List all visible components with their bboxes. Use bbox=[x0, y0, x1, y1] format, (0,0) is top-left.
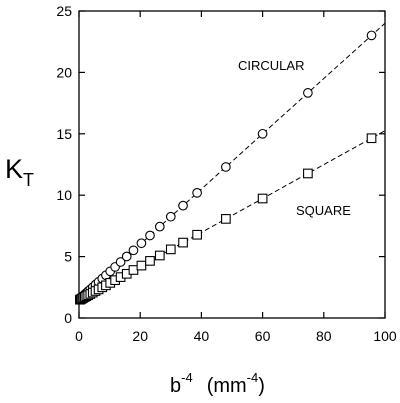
data-point-square bbox=[366, 133, 377, 144]
data-point-square bbox=[136, 260, 147, 271]
y-tick-label: 15 bbox=[56, 126, 72, 142]
data-point-circular bbox=[154, 221, 165, 232]
data-point-square bbox=[165, 244, 176, 255]
x-axis-label-exponent: -4 bbox=[181, 370, 193, 385]
y-tick-label: 25 bbox=[56, 3, 72, 19]
series-label-circular: CIRCULAR bbox=[238, 58, 304, 73]
x-axis-label-base: b bbox=[170, 375, 181, 397]
data-point-circular bbox=[145, 230, 155, 241]
data-point-circular bbox=[165, 211, 176, 222]
y-axis-label-subscript: T bbox=[23, 170, 34, 190]
x-tick-label: 40 bbox=[194, 328, 210, 344]
y-axis-label: KT bbox=[5, 154, 34, 190]
data-point-circular bbox=[303, 88, 313, 98]
data-point-square bbox=[128, 265, 139, 275]
data-point-square bbox=[192, 229, 202, 240]
series-label-square: SQUARE bbox=[296, 203, 351, 218]
axes-box bbox=[78, 10, 386, 319]
data-point-circular bbox=[128, 245, 139, 256]
data-point-square bbox=[221, 214, 231, 224]
x-axis-label-unit-exponent: -4 bbox=[247, 370, 259, 385]
data-point-square bbox=[154, 250, 165, 261]
x-tick-label: 100 bbox=[373, 328, 397, 344]
y-tick-label: 10 bbox=[56, 187, 72, 203]
data-point-square bbox=[303, 168, 313, 179]
data-point-circular bbox=[257, 128, 268, 139]
data-point-circular bbox=[121, 251, 132, 262]
axes-frame bbox=[78, 10, 386, 319]
x-tick-label: 80 bbox=[316, 328, 332, 344]
data-point-circular bbox=[178, 200, 188, 211]
data-point-square bbox=[257, 193, 268, 204]
x-axis-label-unit-close: ) bbox=[258, 375, 265, 397]
y-tick-label: 20 bbox=[56, 64, 72, 80]
plot-area bbox=[75, 22, 386, 305]
data-point-square bbox=[145, 256, 155, 266]
series-circular bbox=[75, 22, 386, 304]
data-point-circular bbox=[115, 257, 126, 267]
y-axis-label-base: K bbox=[5, 154, 23, 184]
data-point-square bbox=[178, 237, 188, 248]
y-tick-label: 0 bbox=[64, 310, 72, 326]
tick-labels: 0 20 40 60 80 100 0 5 10 15 20 25 bbox=[56, 3, 396, 344]
data-point-circular bbox=[221, 162, 231, 172]
tick-marks bbox=[78, 10, 386, 319]
data-point-circular bbox=[192, 188, 202, 198]
x-tick-label: 20 bbox=[132, 328, 148, 344]
x-tick-label: 60 bbox=[255, 328, 271, 344]
y-tick-label: 5 bbox=[64, 249, 72, 265]
x-axis-label: b-4 (mm-4) bbox=[170, 370, 265, 397]
data-point-circular bbox=[136, 238, 147, 249]
data-point-circular bbox=[366, 30, 377, 41]
x-axis-label-unit: (mm bbox=[207, 375, 247, 397]
x-tick-label: 0 bbox=[75, 328, 83, 344]
series-square bbox=[75, 130, 386, 305]
